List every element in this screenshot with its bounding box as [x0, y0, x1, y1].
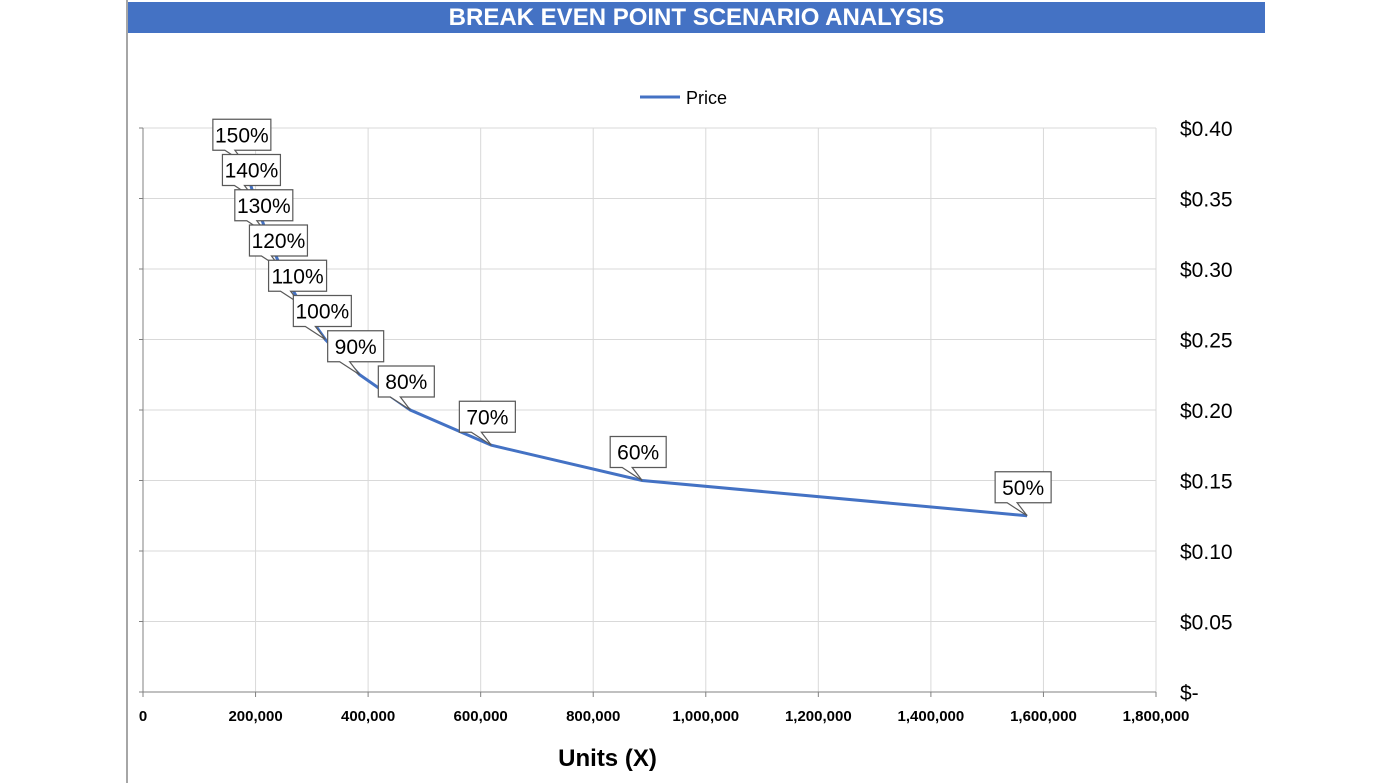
data-label-callout: [458, 400, 516, 446]
x-tick-label: 200,000: [228, 708, 282, 725]
data-label: 100%: [295, 301, 349, 324]
chart-title: BREAK EVEN POINT SCENARIO ANALYSIS: [128, 2, 1265, 33]
x-tick-label: 1,000,000: [672, 708, 739, 725]
x-tick-label: 1,800,000: [1123, 708, 1190, 725]
x-tick-label: 600,000: [454, 708, 508, 725]
data-label: 50%: [1002, 477, 1044, 500]
data-label: 80%: [385, 371, 427, 394]
legend-label: Price: [686, 88, 727, 108]
y-tick-label: $0.30: [1180, 259, 1233, 282]
data-label-callout: [377, 365, 435, 411]
x-tick-label: 800,000: [566, 708, 620, 725]
x-tick-label: 1,400,000: [898, 708, 965, 725]
data-label: 150%: [215, 124, 269, 147]
x-tick-label: 1,600,000: [1010, 708, 1077, 725]
data-label: 90%: [335, 336, 377, 359]
x-tick-label: 0: [139, 708, 147, 725]
data-label-callout: [292, 294, 352, 341]
x-tick-label: 1,200,000: [785, 708, 852, 725]
data-label-callout: [327, 330, 385, 376]
x-tick-label: 400,000: [341, 708, 395, 725]
data-label: 140%: [225, 160, 279, 183]
y-tick-label: $0.05: [1180, 612, 1233, 635]
data-label-callout: [994, 471, 1052, 517]
y-tick-label: $0.15: [1180, 471, 1233, 494]
data-label-callout: [609, 435, 667, 482]
data-label: 60%: [617, 442, 659, 465]
y-tick-label: $0.35: [1180, 189, 1233, 212]
data-label: 110%: [271, 265, 323, 288]
y-tick-label: $0.10: [1180, 541, 1233, 564]
data-label: 130%: [237, 195, 291, 218]
y-tick-label: $0.20: [1180, 400, 1233, 423]
y-tick-label: $0.25: [1180, 330, 1233, 353]
x-axis-label: Units (X): [558, 745, 657, 772]
data-label: 70%: [466, 406, 508, 429]
data-label: 120%: [252, 230, 306, 253]
window-border: [126, 0, 128, 783]
y-tick-label: $0.40: [1180, 118, 1233, 141]
y-tick-label: $-: [1180, 682, 1199, 705]
